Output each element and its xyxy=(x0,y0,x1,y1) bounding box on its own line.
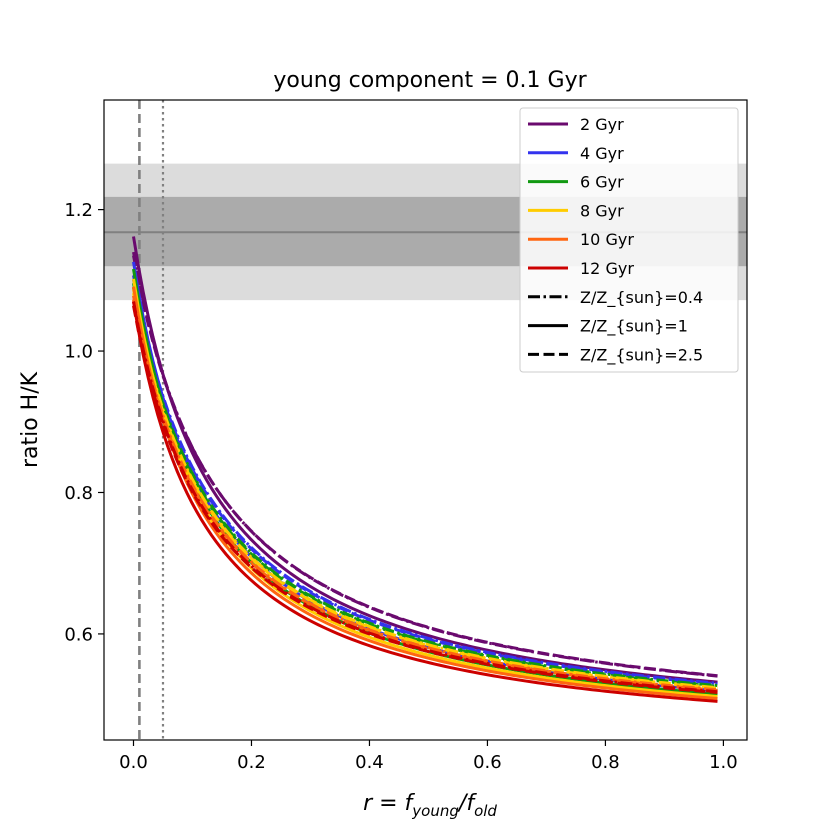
legend-label: Z/Z_{sun}=0.4 xyxy=(580,288,703,308)
x-axis-ticks: 0.0 0.2 0.4 0.6 0.8 1.0 xyxy=(119,740,738,773)
series-line-2-gyr-dashed xyxy=(132,255,718,678)
legend-label: 6 Gyr xyxy=(580,173,624,192)
x-tick-label: 0.0 xyxy=(119,752,148,773)
x-tick-label: 1.0 xyxy=(709,752,738,773)
legend-label: 10 Gyr xyxy=(580,230,634,249)
series-line-10-gyr-solid xyxy=(132,286,718,701)
series-line-8-gyr-dashed xyxy=(132,292,718,690)
chart-title: young component = 0.1 Gyr xyxy=(273,68,587,93)
series-line-12-gyr-solid xyxy=(132,301,718,703)
series-group xyxy=(132,236,718,703)
x-tick-label: 0.8 xyxy=(591,752,620,773)
y-tick-label: 1.2 xyxy=(64,200,93,221)
x-tick-label: 0.2 xyxy=(237,752,266,773)
y-axis-ticks: 0.6 0.8 1.0 1.2 xyxy=(64,200,104,645)
series-line-12-gyr-dashed xyxy=(132,305,718,695)
series-line-4-gyr-dashed xyxy=(132,279,718,686)
x-axis-label: r = fyoung/fold xyxy=(363,791,497,820)
y-tick-label: 0.8 xyxy=(64,483,93,504)
x-tick-label: 0.6 xyxy=(473,752,502,773)
legend-box xyxy=(519,107,739,373)
legend-label: 4 Gyr xyxy=(580,144,624,163)
legend-label: 8 Gyr xyxy=(580,201,624,220)
series-line-10-gyr-dashed xyxy=(132,299,718,692)
legend: 2 Gyr 4 Gyr 6 Gyr 8 Gyr 10 Gyr 12 Gyr Z/Z_{sun… xyxy=(519,107,739,373)
y-tick-label: 0.6 xyxy=(64,624,93,645)
legend-label: Z/Z_{sun}=1 xyxy=(580,317,688,337)
y-tick-label: 1.0 xyxy=(64,342,93,363)
legend-label: 2 Gyr xyxy=(580,115,624,134)
y-axis-label: ratio H/K xyxy=(18,371,43,468)
x-tick-label: 0.4 xyxy=(355,752,384,773)
axes-frame xyxy=(103,99,748,741)
legend-label: 12 Gyr xyxy=(580,259,634,278)
legend-label: Z/Z_{sun}=2.5 xyxy=(580,345,703,365)
